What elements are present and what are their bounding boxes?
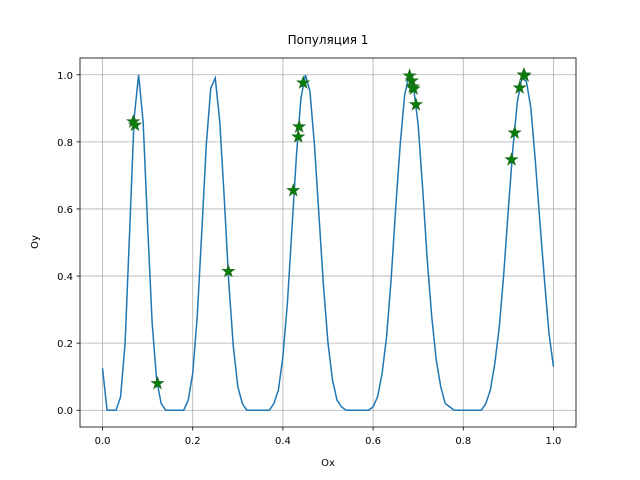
- star-marker: [512, 80, 527, 94]
- y-tick-label: 0.6: [57, 205, 73, 216]
- star-marker: [221, 263, 236, 278]
- x-tick-label: 1.0: [546, 436, 562, 447]
- star-marker: [291, 129, 306, 143]
- star-marker: [408, 97, 424, 111]
- star-marker: [286, 182, 301, 197]
- y-tick-label: 0.2: [57, 339, 73, 350]
- star-marker: [402, 68, 417, 82]
- star-marker: [296, 75, 311, 89]
- chart-title: Популяция 1: [288, 33, 369, 47]
- star-marker: [291, 119, 307, 133]
- star-marker: [406, 81, 421, 95]
- y-tick-label: 1.0: [57, 71, 73, 82]
- y-axis-label: Oy: [30, 235, 41, 249]
- star-marker: [507, 125, 522, 139]
- star-marker: [127, 117, 143, 132]
- data-line: [101, 71, 555, 411]
- star-marker: [150, 375, 165, 390]
- x-axis-label: Ox: [321, 458, 335, 469]
- x-tick-label: 0.4: [275, 436, 291, 447]
- y-tick-label: 0.8: [57, 138, 73, 149]
- star-marker: [504, 152, 519, 166]
- y-tick-label: 0.0: [57, 406, 73, 417]
- x-tick-label: 0.0: [95, 436, 111, 447]
- x-tick-label: 0.2: [185, 436, 201, 447]
- plot-frame: [79, 57, 577, 428]
- y-tick-label: 0.4: [57, 272, 73, 283]
- x-tick-label: 0.6: [365, 436, 381, 447]
- star-marker: [517, 68, 532, 82]
- x-tick-label: 0.8: [455, 436, 471, 447]
